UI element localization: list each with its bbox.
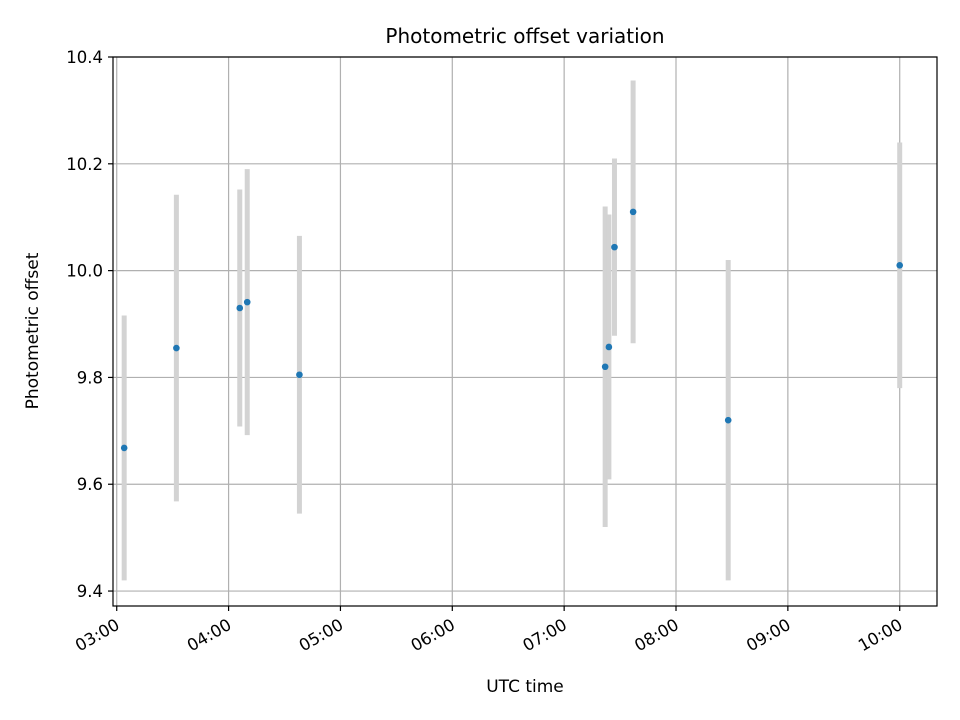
y-tick-label: 9.8 <box>77 368 103 387</box>
y-tick-label: 10.0 <box>66 262 103 281</box>
y-tick-label: 10.4 <box>66 48 103 67</box>
data-point <box>724 416 732 424</box>
plot-frame <box>112 56 938 607</box>
x-tick-label: 08:00 <box>631 615 682 655</box>
x-tick-label: 09:00 <box>743 615 794 655</box>
y-axis-ticks: 9.4 9.6 9.8 10.0 10.2 10.4 <box>66 48 113 601</box>
x-tick-label: 04:00 <box>184 615 235 655</box>
x-tick-label: 07:00 <box>519 615 570 655</box>
data-point <box>120 444 128 452</box>
chart-title: Photometric offset variation <box>385 24 664 48</box>
x-axis-label: UTC time <box>486 677 564 697</box>
y-tick-label: 9.6 <box>77 475 103 494</box>
y-tick-label: 10.2 <box>66 155 103 174</box>
data-point <box>605 343 613 351</box>
data-point <box>243 298 251 306</box>
data-point <box>611 243 618 251</box>
data-point <box>896 261 904 269</box>
x-tick-label: 06:00 <box>408 615 459 655</box>
data-point <box>296 371 303 379</box>
data-point <box>629 208 637 216</box>
grid <box>113 56 937 606</box>
error-bars <box>121 80 903 581</box>
y-tick-label: 9.4 <box>77 582 103 601</box>
x-tick-label: 05:00 <box>296 615 347 655</box>
y-axis-label: Photometric offset <box>23 252 43 409</box>
x-tick-label: 10:00 <box>855 615 906 655</box>
data-point <box>173 344 180 352</box>
data-points <box>120 208 904 452</box>
data-point <box>601 363 609 371</box>
x-tick-label: 03:00 <box>72 615 123 655</box>
data-point <box>236 304 244 312</box>
x-axis-ticks: 03:00 04:00 05:00 06:00 07:00 08:00 09:00 10:00 <box>72 606 906 655</box>
